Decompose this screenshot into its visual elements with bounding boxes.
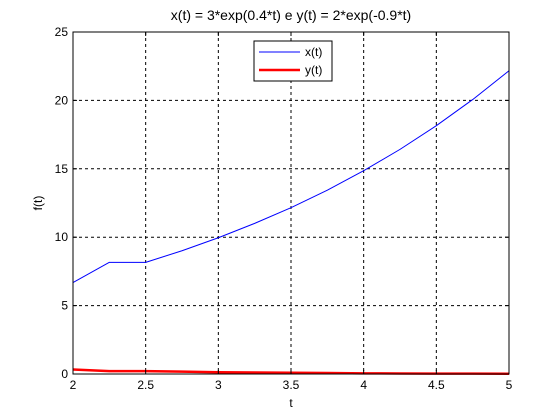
plot-area: 2 2.5 3 3.5 4 4.5 5 0 5 10 15 20 25 — [55, 25, 513, 392]
x-tick-label-4: 4 — [360, 378, 367, 392]
x-tick-label-0: 2 — [70, 378, 77, 392]
x-tick-label-1: 2.5 — [137, 378, 154, 392]
y-axis-label: f(t) — [31, 196, 45, 211]
y-tick-label-5: 25 — [55, 25, 69, 39]
legend-label-y: y(t) — [305, 63, 322, 77]
x-tick-label-2: 3 — [215, 378, 222, 392]
y-tick-label-4: 20 — [55, 93, 69, 107]
legend-label-x: x(t) — [305, 45, 322, 59]
series-line-x — [72, 70, 510, 284]
y-tick-label-2: 10 — [55, 230, 69, 244]
x-axis-label: t — [289, 396, 293, 410]
chart-title: x(t) = 3*exp(0.4*t) e y(t) = 2*exp(-0.9*… — [171, 7, 411, 23]
legend: x(t) y(t) — [253, 40, 333, 82]
x-tick-label-6: 5 — [506, 378, 513, 392]
legend-box — [253, 40, 333, 82]
y-tick-label-0: 0 — [61, 367, 68, 381]
x-tick-label-3: 3.5 — [283, 378, 300, 392]
y-tick-label-3: 15 — [55, 162, 69, 176]
grid — [73, 32, 509, 374]
x-tick-label-5: 4.5 — [428, 378, 445, 392]
y-tick-label-1: 5 — [61, 299, 68, 313]
ticks: 2 2.5 3 3.5 4 4.5 5 0 5 10 15 20 25 — [55, 25, 513, 392]
